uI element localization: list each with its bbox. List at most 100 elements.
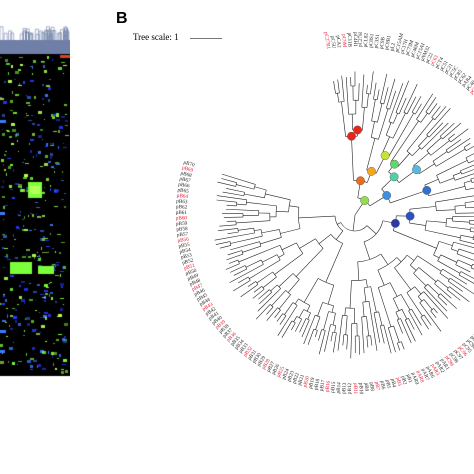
tree-branch: [379, 325, 385, 344]
leaf-label: pB7: [373, 381, 380, 391]
tree-branch: [370, 121, 375, 138]
tree-branch: [423, 299, 433, 310]
tree-arc: [437, 293, 441, 297]
tree-branch: [225, 208, 259, 212]
leaf-label: pB57: [177, 231, 189, 238]
tree-branch: [415, 103, 422, 115]
tree-branch: [350, 323, 353, 359]
tree-arc: [245, 199, 248, 205]
leaf-label: pB11: [352, 383, 358, 394]
tree-arc: [279, 229, 282, 238]
tree-branch: [346, 335, 348, 350]
tree-branch: [436, 148, 466, 167]
tree-arc: [275, 205, 277, 217]
tree-branch: [258, 289, 270, 300]
tree-branch: [406, 118, 434, 152]
tree-branch: [253, 286, 263, 293]
clade-node-marker: [380, 151, 390, 160]
tree-branch: [349, 280, 352, 309]
leaf-label: pB8: [368, 382, 375, 392]
tree-branch: [400, 318, 412, 344]
clade-node-marker: [356, 176, 365, 186]
tree-arc: [403, 112, 408, 115]
leaf-label: pB18: [313, 378, 321, 391]
tree-branch: [470, 267, 474, 270]
tree-arc: [406, 286, 416, 293]
leaf-label: pB1: [405, 374, 414, 384]
tree-branch: [299, 238, 316, 249]
tree-branch: [238, 227, 254, 231]
leaf-label: pB15: [330, 381, 337, 393]
leaf-label: pC99: [443, 355, 454, 368]
tree-branch: [246, 202, 277, 207]
tree-arc: [378, 282, 391, 288]
tree-branch: [426, 137, 442, 151]
tree-arc: [322, 302, 334, 306]
tree-arc: [424, 283, 428, 288]
leaf-label: pC17H: [400, 38, 410, 54]
leaf-label: pC5U: [329, 36, 337, 49]
tree-branch: [439, 122, 455, 137]
tree-branch: [281, 242, 297, 251]
tree-branch: [417, 255, 442, 272]
tree-branch: [377, 269, 385, 286]
tree-branch: [434, 106, 447, 121]
leaf-label: pB6: [379, 380, 386, 390]
leaf-label: pAR3: [429, 363, 440, 377]
tree-branch: [330, 332, 333, 342]
tree-branch: [277, 305, 298, 336]
tree-branch: [219, 245, 231, 249]
clade-node-marker: [347, 131, 356, 141]
tree-branch: [388, 113, 415, 158]
tree-arc: [430, 308, 434, 312]
tree-branch: [383, 87, 389, 104]
tree-branch: [392, 298, 400, 311]
leaf-label: pC62: [457, 72, 469, 85]
leaf-label: pB4: [389, 378, 397, 388]
tree-arc: [313, 328, 318, 331]
leaf-label: pC48: [465, 79, 474, 92]
tree-arc: [470, 263, 473, 268]
tree-branch: [295, 318, 302, 332]
tree-arc: [335, 92, 340, 94]
tree-branch: [423, 314, 432, 326]
leaf-label: pB28: [261, 358, 272, 371]
tree-arc: [395, 112, 400, 115]
tree-arc: [451, 242, 454, 250]
tree-branch: [396, 319, 403, 334]
tree-branch: [318, 234, 332, 244]
tree-branch: [295, 248, 324, 277]
tree-arc: [406, 150, 413, 157]
tree-branch: [363, 287, 367, 302]
leaf-label: pB64: [176, 193, 188, 200]
tree-arc: [465, 157, 469, 164]
tree-arc: [292, 302, 298, 306]
leaf-label: pB3: [394, 377, 402, 387]
tree-branch: [370, 71, 374, 95]
tree-branch: [419, 163, 435, 174]
tree-arc: [426, 150, 432, 156]
tree-arc: [276, 254, 281, 261]
leaf-label: pAR7: [420, 368, 431, 382]
tree-arc: [397, 318, 401, 321]
tree-branch: [227, 231, 239, 234]
tree-branch: [337, 79, 340, 93]
tree-arc: [362, 301, 370, 303]
tree-branch: [440, 254, 457, 263]
leaf-label: pB29: [256, 355, 267, 368]
tree-branch: [366, 138, 376, 170]
tree-branch: [406, 292, 423, 317]
leaf-label: pB24: [281, 368, 291, 381]
tree-branch: [370, 335, 373, 346]
tree-branch: [455, 212, 474, 214]
tree-branch: [417, 296, 423, 302]
tree-arc: [411, 111, 416, 115]
tree-branch: [378, 108, 389, 140]
tree-branch: [439, 177, 455, 184]
tree-arc: [259, 241, 262, 247]
tree-arc: [260, 259, 264, 265]
tree-branch: [298, 309, 304, 318]
tree-branch: [447, 137, 471, 154]
tree-branch: [262, 276, 277, 288]
leaf-label: pC3S1: [373, 34, 381, 49]
